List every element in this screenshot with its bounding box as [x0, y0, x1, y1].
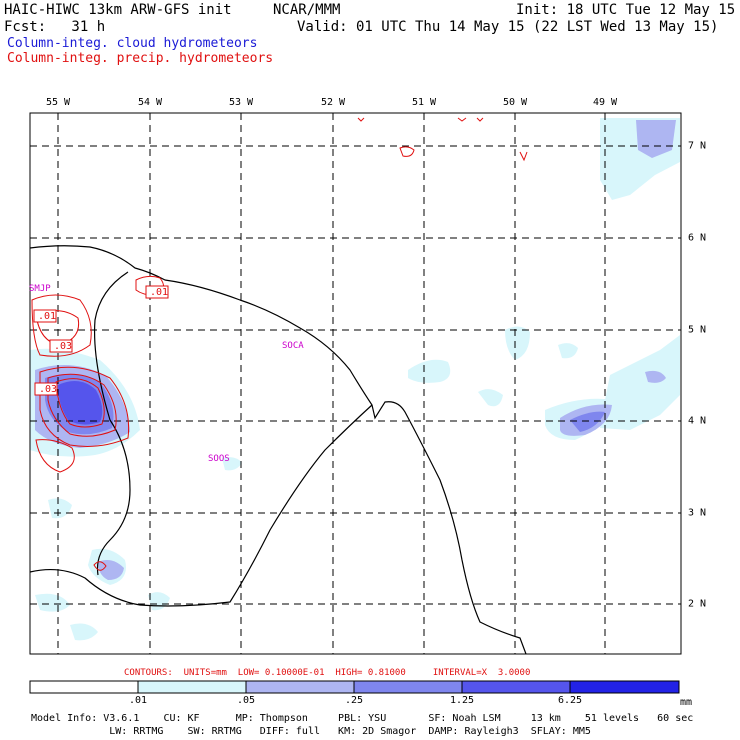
valid-time: Valid: 01 UTC Thu 14 May 15 (22 LST Wed … — [297, 19, 719, 35]
station-smjp: SMJP — [29, 284, 51, 294]
contour-label: .01 — [38, 311, 57, 322]
colorbar — [29, 680, 680, 694]
lon-label-55w: 55 W — [45, 97, 71, 108]
contour-label: .03 — [54, 341, 73, 352]
model-info-line1: Model Info: V3.6.1 CU: KF MP: Thompson P… — [31, 713, 694, 724]
lon-label-50w: 50 W — [502, 97, 528, 108]
contours-info: CONTOURS: UNITS=mm LOW= 0.10000E-01 HIGH… — [124, 668, 531, 678]
init-time: Init: 18 UTC Tue 12 May 15 — [516, 2, 736, 18]
forecast-hour: Fcst: 31 h — [4, 19, 106, 35]
colorbar-tick: 1.25 — [449, 695, 475, 706]
colorbar-tick: .01 — [128, 695, 148, 706]
lat-lon-grid — [30, 113, 681, 654]
map-frame — [29, 112, 682, 655]
contour-label-boxes — [33, 285, 169, 396]
model-info-line2: LW: RRTMG SW: RRTMG DIFF: full KM: 2D Sm… — [31, 726, 591, 737]
lat-label-4n: 4 N — [688, 415, 707, 427]
colorbar-tick: 6.25 — [557, 695, 583, 706]
lon-label-54w: 54 W — [137, 97, 163, 108]
precip-contours — [31, 117, 528, 571]
lon-label-52w: 52 W — [320, 97, 346, 108]
lat-label-6n: 6 N — [688, 232, 707, 244]
station-soos: SOOS — [208, 454, 230, 464]
lat-label-2n: 2 N — [688, 598, 707, 610]
model-title: HAIC-HIWC 13km ARW-GFS init — [4, 2, 232, 18]
lat-label-5n: 5 N — [688, 324, 707, 336]
legend-cloud: Column-integ. cloud hydrometeors — [7, 36, 258, 51]
legend-precip: Column-integ. precip. hydrometeors — [7, 51, 274, 66]
colorbar-unit: mm — [679, 697, 693, 708]
contour-label: .03 — [39, 384, 58, 395]
lon-label-51w: 51 W — [411, 97, 437, 108]
contour-label: .01 — [150, 287, 169, 298]
org-label: NCAR/MMM — [273, 2, 341, 18]
lat-label-3n: 3 N — [688, 507, 707, 519]
lat-label-7n: 7 N — [688, 140, 707, 152]
lon-label-49w: 49 W — [592, 97, 618, 108]
colorbar-tick: .25 — [344, 695, 364, 706]
lon-label-53w: 53 W — [228, 97, 254, 108]
station-soca: SOCA — [282, 341, 304, 351]
colorbar-tick: .05 — [236, 695, 256, 706]
